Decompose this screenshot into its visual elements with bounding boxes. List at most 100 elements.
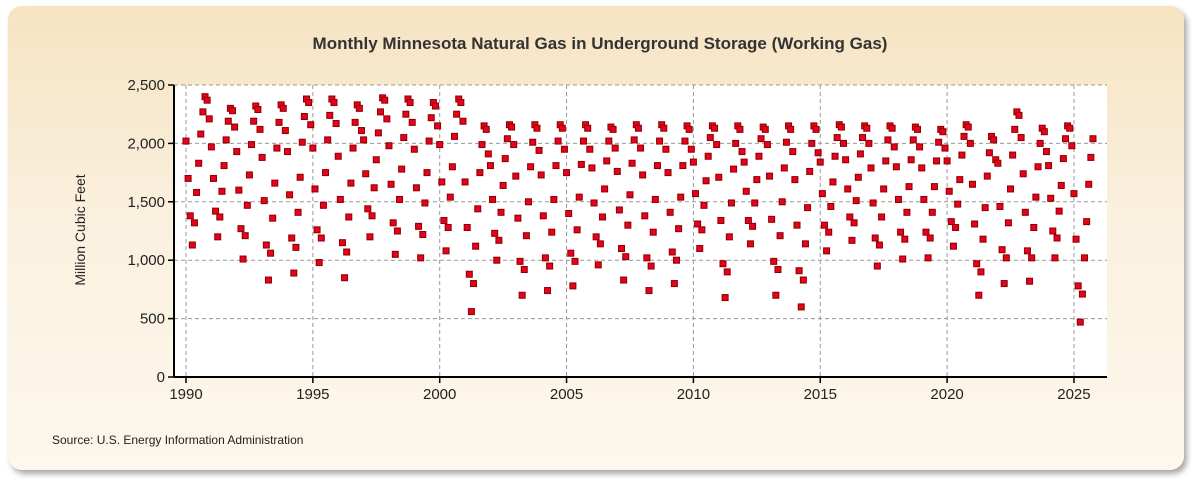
data-point — [892, 163, 900, 171]
data-point — [1078, 290, 1086, 298]
data-point — [905, 183, 913, 191]
data-point — [668, 248, 676, 256]
data-point — [541, 254, 549, 262]
data-point — [1059, 155, 1067, 163]
data-point — [446, 193, 454, 201]
data-point — [1076, 318, 1084, 326]
data-point — [1015, 111, 1023, 119]
data-point — [749, 222, 757, 230]
data-point — [1007, 185, 1015, 193]
data-point — [453, 110, 461, 118]
data-point — [588, 164, 596, 172]
data-point — [381, 96, 389, 104]
data-point — [503, 135, 511, 143]
data-point — [577, 160, 585, 168]
data-point — [909, 136, 917, 144]
data-point — [1030, 223, 1038, 231]
data-point — [499, 181, 507, 189]
data-point — [184, 174, 192, 182]
data-point — [188, 241, 196, 249]
data-point — [264, 276, 272, 284]
data-point — [706, 134, 714, 142]
data-point — [618, 245, 626, 253]
data-point — [275, 118, 283, 126]
data-point — [300, 113, 308, 121]
data-point — [816, 158, 824, 166]
data-point — [812, 125, 820, 133]
data-point — [408, 118, 416, 126]
data-point — [205, 115, 213, 123]
data-point — [239, 255, 247, 263]
data-point — [801, 240, 809, 248]
data-point — [797, 303, 805, 311]
data-point — [389, 219, 397, 227]
data-point — [1011, 125, 1019, 133]
data-point — [842, 156, 850, 164]
data-point — [571, 257, 579, 265]
data-point — [996, 202, 1004, 210]
data-point — [343, 248, 351, 256]
data-point — [985, 149, 993, 157]
data-point — [675, 225, 683, 233]
data-point — [624, 221, 632, 229]
data-point — [719, 260, 727, 268]
data-point — [852, 197, 860, 205]
data-point — [975, 291, 983, 299]
data-point — [423, 169, 431, 177]
data-point — [1085, 180, 1093, 188]
data-point — [334, 152, 342, 160]
data-point — [776, 232, 784, 240]
data-point — [417, 254, 425, 262]
data-point — [438, 178, 446, 186]
data-point — [209, 174, 217, 182]
data-point — [645, 287, 653, 295]
data-point — [495, 236, 503, 244]
data-point — [586, 145, 594, 153]
data-point — [552, 162, 560, 170]
data-point — [804, 204, 812, 212]
data-point — [288, 234, 296, 242]
data-point — [421, 199, 429, 207]
data-point — [527, 163, 535, 171]
data-point — [1042, 148, 1050, 156]
data-point — [825, 228, 833, 236]
data-point — [309, 144, 317, 152]
data-point — [269, 214, 277, 222]
data-point — [670, 280, 678, 288]
data-point — [1017, 134, 1025, 142]
data-point — [692, 190, 700, 198]
data-point — [766, 172, 774, 180]
data-point — [567, 249, 575, 257]
data-point — [685, 125, 693, 133]
data-point — [550, 195, 558, 203]
data-points — [182, 93, 1097, 326]
data-point — [427, 114, 435, 122]
data-point — [979, 235, 987, 243]
data-point — [212, 207, 220, 215]
data-point — [903, 208, 911, 216]
data-point — [751, 199, 759, 207]
data-point — [548, 228, 556, 236]
data-point — [694, 220, 702, 228]
data-point — [901, 235, 909, 243]
data-point — [524, 198, 532, 206]
x-tick-label: 2020 — [930, 386, 963, 403]
data-point — [313, 226, 321, 234]
data-point — [366, 233, 374, 241]
data-point — [871, 234, 879, 242]
data-point — [717, 216, 725, 224]
data-point — [966, 139, 974, 147]
x-tick-label: 1990 — [169, 386, 202, 403]
data-point — [575, 193, 583, 201]
data-point — [1019, 170, 1027, 178]
data-point — [820, 221, 828, 229]
data-point — [960, 132, 968, 140]
data-point — [660, 124, 668, 132]
data-point — [410, 145, 418, 153]
data-point — [1081, 254, 1089, 262]
data-point — [780, 164, 788, 172]
data-point — [968, 180, 976, 188]
data-point — [848, 236, 856, 244]
data-point — [229, 107, 237, 115]
data-point — [368, 212, 376, 220]
